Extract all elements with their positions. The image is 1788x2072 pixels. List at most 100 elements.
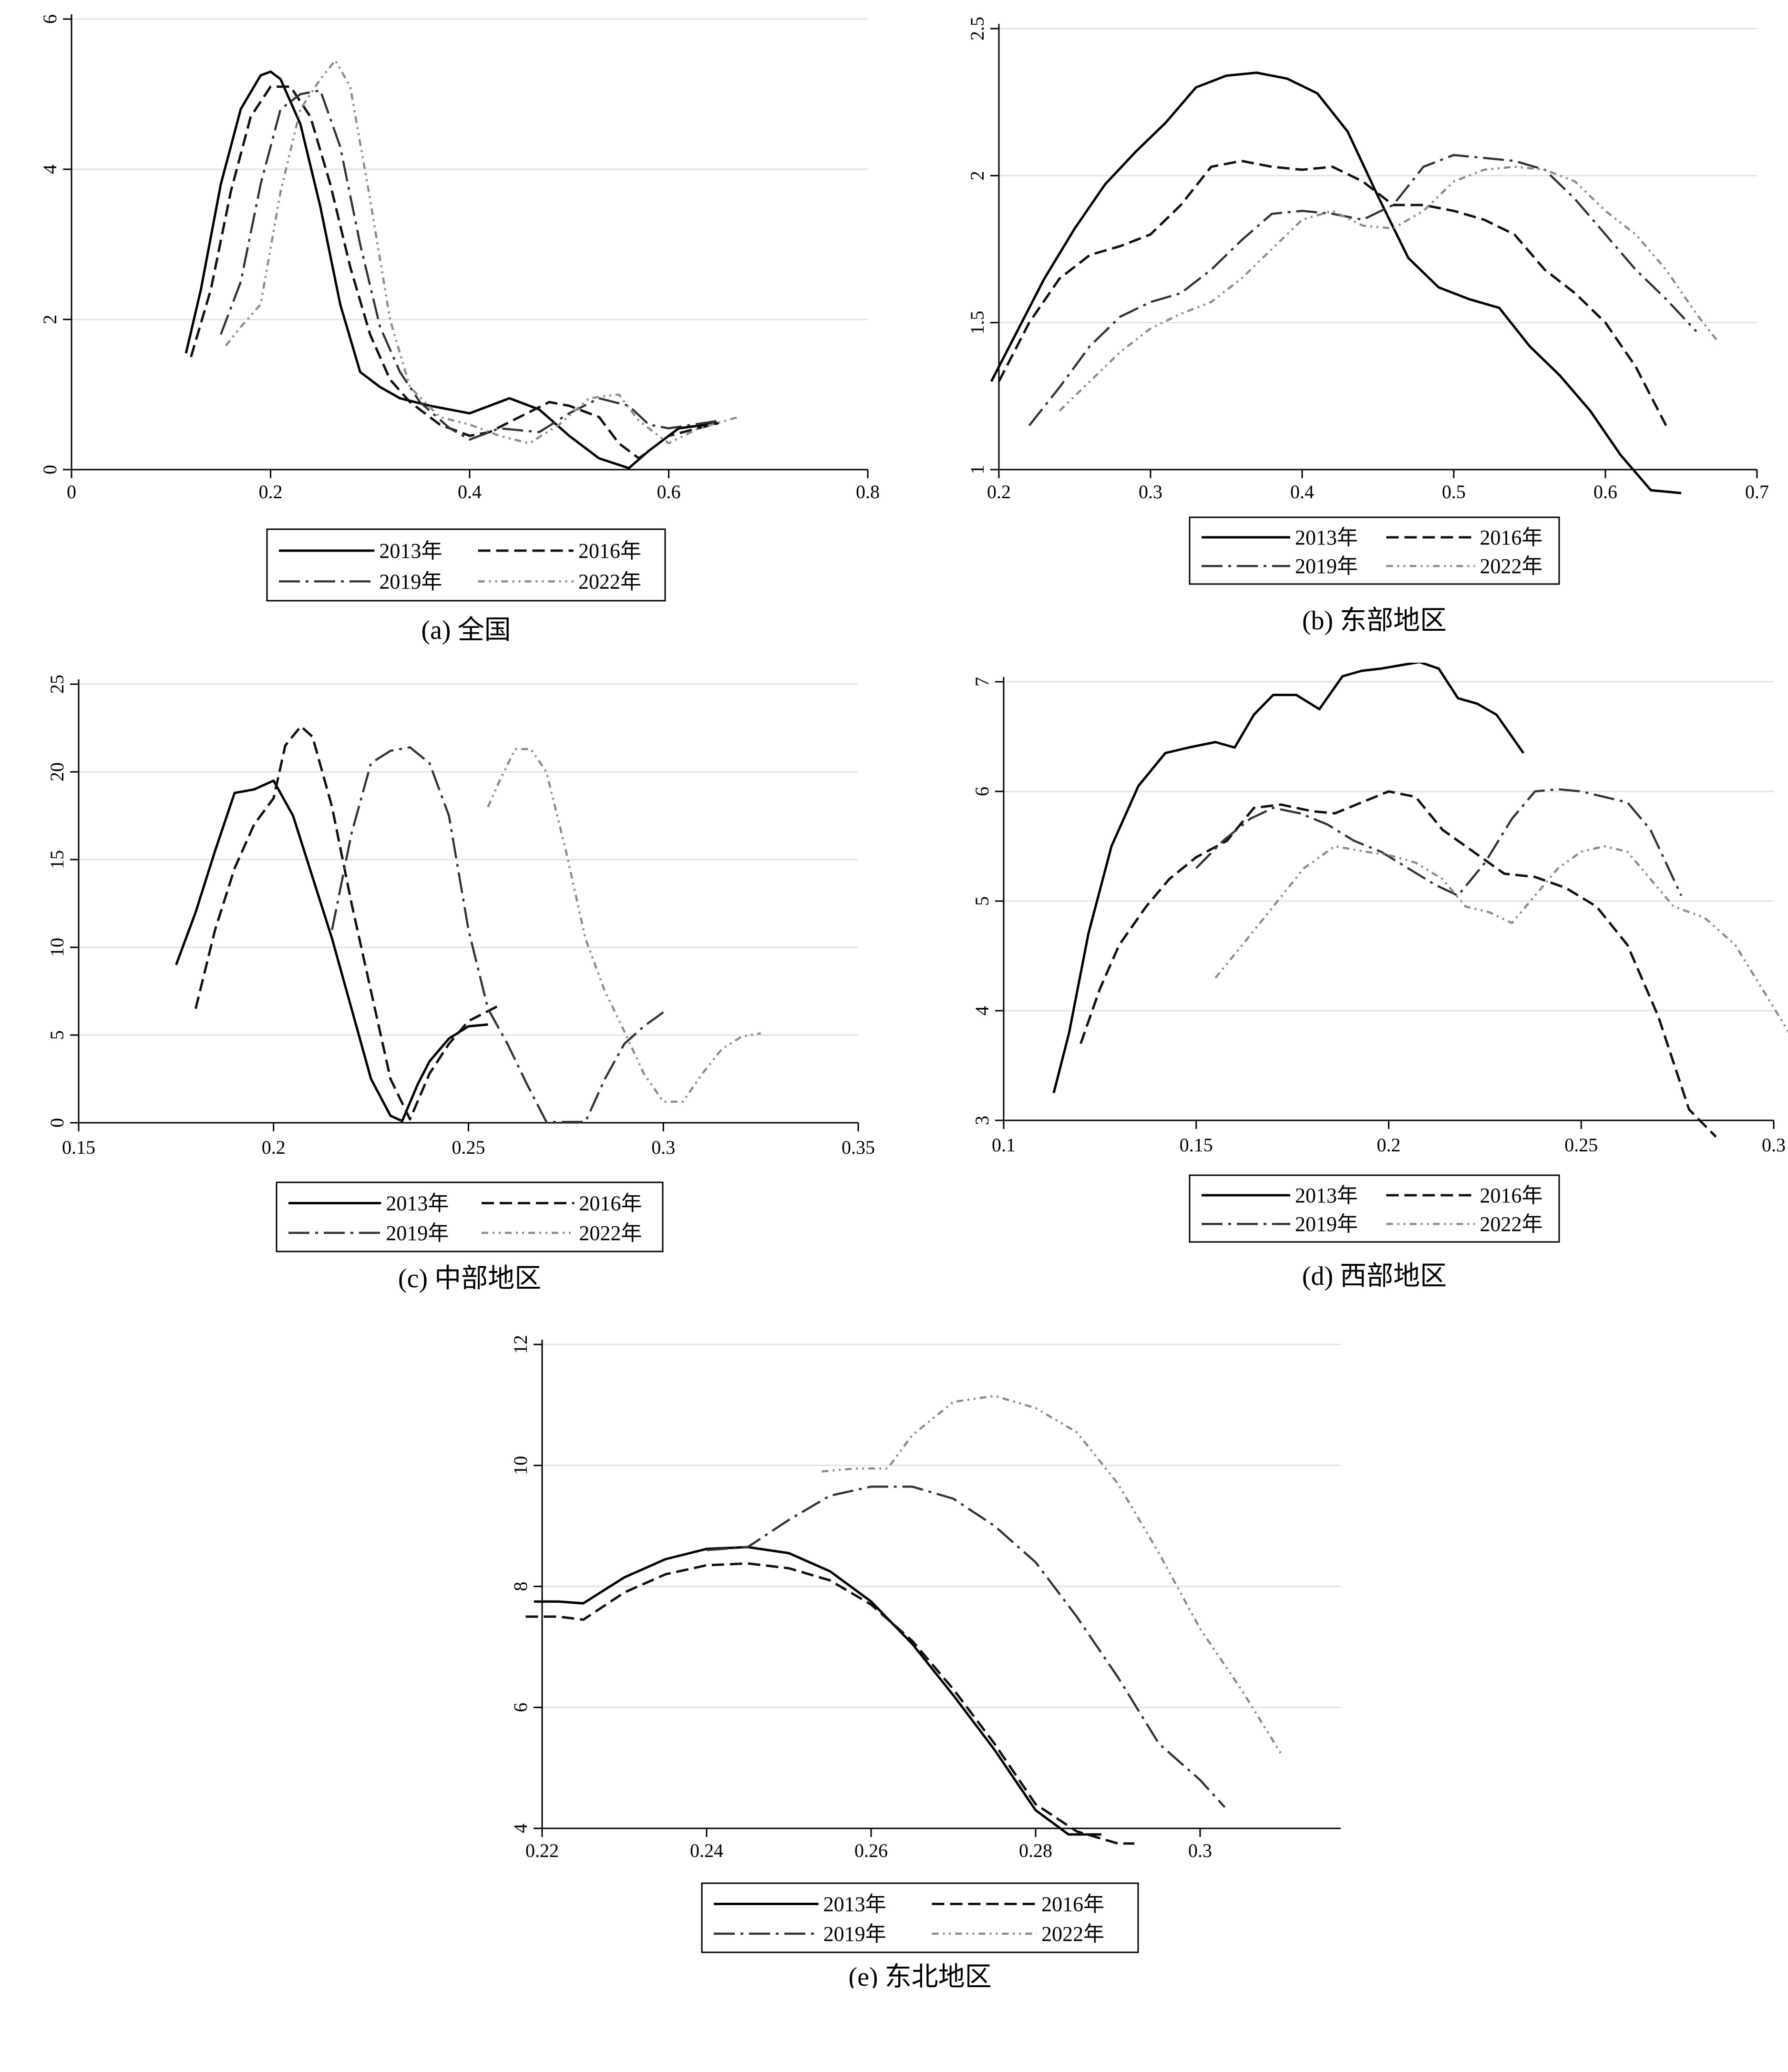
y-tick-label: 4 (39, 164, 61, 174)
y-tick-label: 0 (39, 465, 61, 474)
legend-label: 2022年 (1480, 554, 1543, 578)
y-tick-label: 4 (510, 1824, 531, 1833)
series-line-2016年 (190, 85, 719, 460)
x-tick-label: 0.6 (657, 481, 681, 503)
legend-label: 2019年 (1295, 1212, 1358, 1236)
series-line-2022年 (487, 748, 761, 1103)
series-line-2022年 (822, 1395, 1284, 1756)
legend-label: 2013年 (1295, 1184, 1358, 1207)
chart-e: 46810120.220.240.260.280.30.322013年2016年… (510, 1335, 1341, 1988)
series-line-2022年 (225, 59, 739, 445)
legend-box (1189, 516, 1560, 585)
y-tick-label: 25 (46, 675, 68, 694)
series-line-2019年 (331, 746, 664, 1123)
chart-b: 1 1.5 2 2.5 0.2 0.3 0.4 0.5 0.6 0.7 2013年 2016年 2019… (966, 17, 1769, 636)
x-tick-label: 0.28 (1019, 1840, 1052, 1861)
chart-d: 3 4 5 6 7 0.1 0.15 0.2 0.25 0.3 2013年 2016年 2019年 202… (971, 663, 1788, 1291)
series-line-2013年 (185, 70, 719, 470)
y-tick-label: 5 (971, 896, 993, 906)
x-tick-label: 0.3 (1762, 1134, 1786, 1156)
legend-label: 2019年 (386, 1221, 449, 1245)
y-tick-label: 7 (971, 677, 993, 687)
x-tick-label: 0 (67, 481, 76, 503)
y-tick-label: 5 (46, 1030, 68, 1040)
series-line-2016年 (194, 725, 501, 1121)
x-tick-label: 0.15 (62, 1137, 95, 1158)
series-line-2016年 (525, 1562, 1134, 1845)
y-tick-label: 8 (510, 1582, 531, 1591)
legend-label: 2022年 (1041, 1922, 1104, 1946)
y-tick-label: 1.5 (966, 311, 988, 335)
legend-label: 2016年 (1480, 526, 1543, 549)
legend-box (1189, 1174, 1560, 1243)
chart-caption: (a) 全国 (421, 615, 511, 645)
x-tick-label: 0.4 (1290, 481, 1314, 503)
x-tick-label: 0.6 (1593, 481, 1617, 503)
series-line-2022年 (1214, 845, 1788, 1033)
y-tick-label: 3 (971, 1116, 993, 1125)
x-tick-label: 0.2 (1377, 1134, 1401, 1156)
series-line-2022年 (1058, 165, 1720, 412)
series-line-2013年 (175, 779, 488, 1122)
chart-panel-b: 1 1.5 2 2.5 0.2 0.3 0.4 0.5 0.6 0.7 2013年 2016年 2019… (894, 0, 1788, 663)
series-line-2019年 (706, 1485, 1226, 1808)
x-tick-label: 0.3 (1139, 481, 1162, 503)
y-tick-label: 10 (46, 938, 68, 957)
series-line-2019年 (1028, 154, 1697, 426)
y-tick-label: 12 (510, 1335, 531, 1354)
y-tick-label: 0 (46, 1118, 68, 1128)
x-tick-label: 0.15 (1180, 1134, 1213, 1156)
legend-label: 2013年 (1295, 526, 1358, 549)
series-line-2019年 (219, 89, 719, 441)
y-tick-label: 2.5 (966, 17, 988, 41)
legend-label: 2013年 (379, 539, 442, 563)
y-tick-label: 6 (39, 14, 61, 24)
legend-label: 2016年 (578, 539, 641, 563)
x-tick-label: 0.5 (1442, 481, 1466, 503)
legend-label: 2016年 (1480, 1184, 1543, 1207)
x-tick-label: 0.25 (452, 1137, 485, 1158)
chart-caption: (e) 东北地区 (848, 1962, 991, 1988)
y-tick-label: 2 (39, 315, 61, 324)
legend-label: 2016年 (579, 1192, 642, 1215)
x-tick-label: 0.7 (1745, 481, 1769, 503)
x-tick-label: 0.22 (525, 1840, 559, 1861)
y-tick-label: 10 (510, 1456, 531, 1475)
chart-caption: (c) 中部地区 (398, 1264, 541, 1293)
legend-label: 2022年 (579, 1221, 642, 1245)
chart-panel-d: 3 4 5 6 7 0.1 0.15 0.2 0.25 0.3 2013年 2016年 2019年 202… (894, 663, 1788, 1325)
x-tick-label: 0.24 (690, 1840, 723, 1861)
legend-label: 2022年 (1480, 1212, 1543, 1236)
legend-label: 2013年 (386, 1192, 449, 1215)
legend-box (276, 1181, 664, 1252)
chart-a: 0 2 4 6 0 0.2 0.4 0.6 0.8 2013年 2016年 2019年 2022年 (a)… (39, 14, 880, 645)
x-tick-label: 0.26 (854, 1840, 888, 1861)
legend-box (701, 1882, 1139, 1953)
y-tick-label: 4 (971, 1006, 993, 1015)
chart-caption: (d) 西部地区 (1302, 1262, 1447, 1291)
x-tick-label: 0.8 (856, 481, 880, 503)
x-tick-label: 0.2 (262, 1137, 286, 1158)
x-tick-label: 0.2 (259, 481, 283, 503)
legend-box (266, 528, 666, 602)
x-tick-label: 0.35 (842, 1137, 875, 1158)
series-line-2013年 (990, 72, 1682, 494)
y-tick-label: 6 (971, 787, 993, 796)
series-line-2016年 (997, 160, 1667, 426)
legend-label: 2019年 (379, 570, 442, 594)
series-line-2013年 (534, 1546, 1101, 1836)
x-tick-label: 0.3 (651, 1137, 675, 1158)
chart-c: 0 5 10 15 20 25 0.15 0.2 0.25 0.3 0.35 2013年 2016年 20… (46, 675, 875, 1293)
chart-panel-a: 0 2 4 6 0 0.2 0.4 0.6 0.8 2013年 2016年 2019年 2022年 (a)… (0, 0, 894, 663)
x-tick-label: 0.4 (458, 481, 482, 503)
legend-label: 2016年 (1041, 1893, 1104, 1916)
y-tick-label: 1 (966, 465, 988, 474)
y-tick-label: 20 (46, 762, 68, 781)
chart-panel-c: 0 5 10 15 20 25 0.15 0.2 0.25 0.3 0.35 2013年 2016年 20… (0, 663, 894, 1325)
legend-label: 2022年 (578, 570, 641, 594)
y-tick-label: 2 (966, 171, 988, 180)
series-line-2019年 (1195, 788, 1683, 897)
chart-panel-e: 46810120.220.240.260.280.30.322013年2016年… (447, 1325, 1341, 1988)
y-tick-label: 15 (46, 850, 68, 869)
x-tick-label: 0.2 (987, 481, 1011, 503)
